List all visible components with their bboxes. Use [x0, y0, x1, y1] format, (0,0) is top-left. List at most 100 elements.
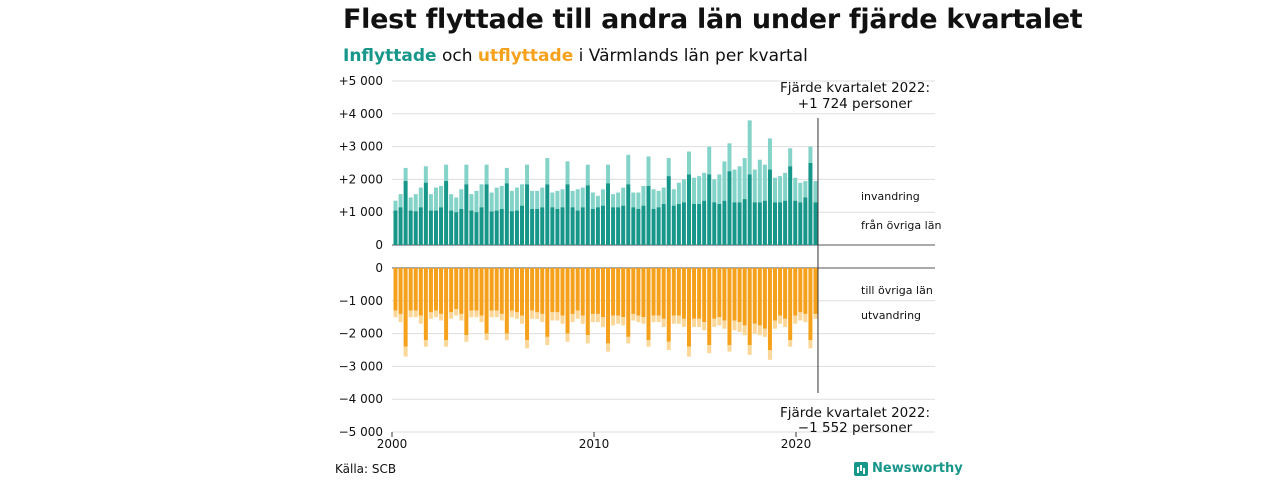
- bar-utvandring: [783, 318, 788, 328]
- bar-invandring: [504, 167, 509, 184]
- bar-invandring: [692, 177, 697, 204]
- bar-utvandring: [778, 315, 783, 324]
- bar-utvandring: [555, 312, 560, 321]
- bar-fran-ovriga-lan: [459, 208, 464, 245]
- bar-utvandring: [590, 313, 595, 323]
- bar-utvandring: [767, 350, 772, 360]
- bar-utvandring: [702, 322, 707, 331]
- bar-invandring: [762, 164, 767, 201]
- bar-till-ovriga-lan: [449, 268, 454, 313]
- bar-fran-ovriga-lan: [520, 205, 524, 245]
- bar-fran-ovriga-lan: [626, 184, 631, 245]
- bar-utvandring: [606, 343, 611, 352]
- bar-invandring: [656, 190, 661, 208]
- bar-till-ovriga-lan: [783, 268, 788, 319]
- bar-invandring: [732, 169, 737, 203]
- bar-invandring: [545, 158, 550, 185]
- bar-utvandring: [585, 335, 590, 344]
- bar-till-ovriga-lan: [621, 268, 626, 318]
- bar-till-ovriga-lan: [757, 268, 762, 326]
- bar-fran-ovriga-lan: [793, 200, 798, 245]
- bar-invandring: [803, 181, 808, 198]
- bar-fran-ovriga-lan: [737, 202, 742, 245]
- bar-utvandring: [449, 312, 454, 319]
- bar-till-ovriga-lan: [762, 268, 767, 329]
- bar-invandring: [767, 138, 772, 170]
- bar-till-ovriga-lan: [555, 268, 560, 313]
- bottom-y-tick-label: −1 000: [339, 294, 383, 308]
- bar-till-ovriga-lan: [545, 268, 550, 337]
- bar-invandring: [707, 146, 712, 175]
- bar-fran-ovriga-lan: [398, 207, 403, 245]
- bar-fran-ovriga-lan: [692, 204, 697, 245]
- bar-till-ovriga-lan: [459, 268, 464, 314]
- bar-till-ovriga-lan: [530, 268, 535, 311]
- bar-utvandring: [489, 310, 494, 318]
- bar-invandring: [585, 164, 590, 186]
- bar-fran-ovriga-lan: [469, 210, 474, 245]
- bar-fran-ovriga-lan: [636, 208, 641, 245]
- bar-utvandring: [454, 309, 459, 316]
- bar-invandring: [439, 185, 444, 208]
- bar-fran-ovriga-lan: [803, 197, 808, 245]
- bar-invandring: [403, 167, 408, 182]
- bar-utvandring: [631, 313, 636, 321]
- bar-fran-ovriga-lan: [686, 174, 691, 245]
- bar-fran-ovriga-lan: [676, 204, 681, 245]
- brand-name: Newsworthy: [872, 461, 963, 476]
- bar-fran-ovriga-lan: [408, 210, 413, 245]
- bar-invandring: [697, 176, 702, 204]
- bar-fran-ovriga-lan: [393, 210, 398, 245]
- bar-invandring: [464, 164, 469, 185]
- bar-utvandring: [737, 322, 742, 332]
- bar-till-ovriga-lan: [788, 268, 793, 341]
- bar-till-ovriga-lan: [808, 268, 813, 341]
- bar-till-ovriga-lan: [717, 268, 722, 318]
- top-y-tick-label: +1 000: [339, 205, 383, 219]
- bar-utvandring: [651, 315, 656, 323]
- bar-till-ovriga-lan: [433, 268, 438, 311]
- bar-invandring: [600, 189, 605, 206]
- bar-fran-ovriga-lan: [702, 200, 707, 245]
- bar-fran-ovriga-lan: [681, 202, 686, 245]
- bar-utvandring: [545, 336, 550, 346]
- bar-utvandring: [722, 320, 727, 329]
- bar-fran-ovriga-lan: [671, 205, 676, 245]
- bar-utvandring: [641, 317, 646, 324]
- bar-invandring: [606, 164, 611, 184]
- bar-utvandring: [413, 310, 418, 318]
- bar-utvandring: [550, 312, 555, 321]
- bar-utvandring: [580, 315, 585, 324]
- bar-fran-ovriga-lan: [717, 204, 722, 245]
- bar-till-ovriga-lan: [611, 268, 616, 316]
- bar-utvandring: [509, 310, 514, 318]
- bar-till-ovriga-lan: [520, 268, 524, 316]
- bar-fran-ovriga-lan: [555, 208, 560, 245]
- bar-utvandring: [560, 315, 565, 324]
- subtitle-rest: i Värmlands län per kvartal: [578, 46, 808, 66]
- bar-utvandring: [732, 320, 737, 331]
- legend-invandring: invandring: [861, 190, 920, 203]
- bar-till-ovriga-lan: [773, 268, 777, 321]
- bar-till-ovriga-lan: [393, 268, 398, 311]
- bar-invandring: [418, 187, 423, 208]
- bar-till-ovriga-lan: [692, 268, 697, 319]
- bar-invandring: [423, 166, 428, 183]
- bar-till-ovriga-lan: [798, 268, 803, 313]
- bar-utvandring: [712, 318, 717, 328]
- bar-till-ovriga-lan: [737, 268, 742, 323]
- bar-fran-ovriga-lan: [600, 205, 605, 245]
- bar-invandring: [570, 190, 575, 208]
- bar-utvandring: [692, 318, 697, 328]
- bar-utvandring: [530, 310, 535, 319]
- bar-till-ovriga-lan: [418, 268, 423, 316]
- bar-till-ovriga-lan: [742, 268, 747, 326]
- bar-invandring: [474, 190, 479, 213]
- bar-utvandring: [514, 312, 519, 319]
- bar-till-ovriga-lan: [428, 268, 433, 313]
- bar-invandring: [555, 190, 560, 209]
- bar-till-ovriga-lan: [413, 268, 418, 311]
- bar-utvandring: [656, 315, 661, 323]
- bar-invandring: [535, 190, 540, 209]
- bottom-y-tick-label: −3 000: [339, 359, 383, 373]
